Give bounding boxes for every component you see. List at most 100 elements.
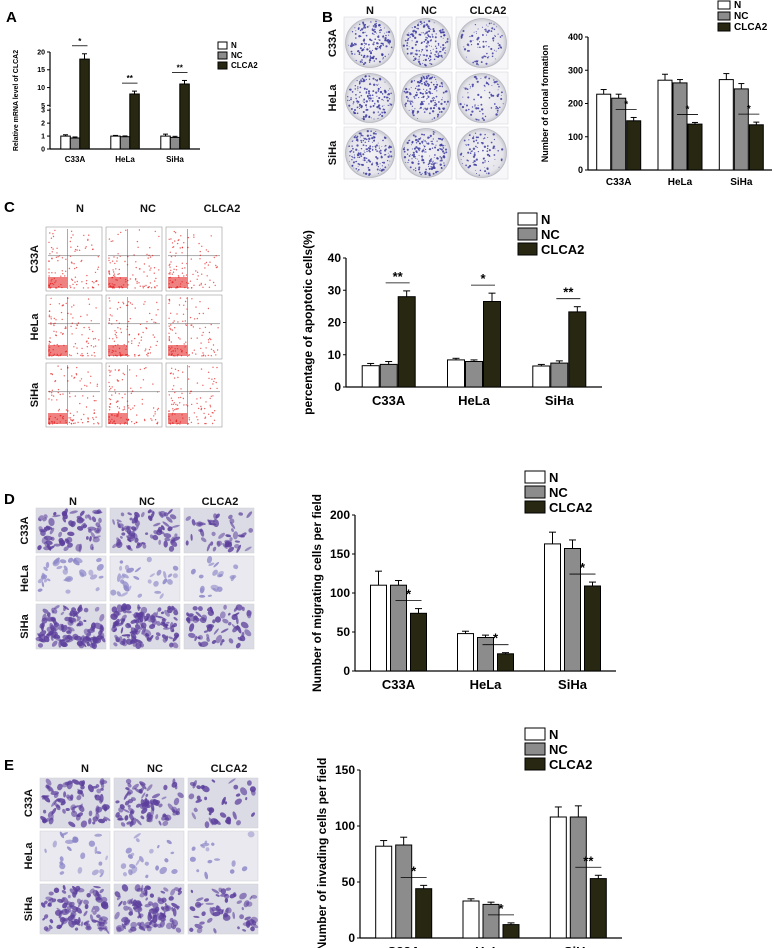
colony-dot <box>363 173 365 175</box>
colony-dot <box>485 34 488 36</box>
stained-cell <box>53 543 61 547</box>
stained-cell <box>212 619 216 624</box>
flow-event <box>136 280 138 283</box>
colony-dot <box>471 106 474 108</box>
colony-dot <box>365 42 367 45</box>
colony-dot <box>474 107 476 109</box>
flow-event <box>204 326 207 329</box>
colony-dot <box>431 97 434 99</box>
stained-cell <box>158 803 163 808</box>
colony-dot <box>470 150 473 153</box>
flow-event <box>156 285 158 287</box>
stained-cell <box>92 816 99 822</box>
culture-dish <box>457 128 507 178</box>
flow-event <box>80 260 82 263</box>
flow-event <box>115 331 118 334</box>
colony-dot <box>371 99 374 103</box>
category-label: C33A <box>65 155 86 164</box>
colony-dot <box>429 107 433 110</box>
colony-dot <box>418 88 421 91</box>
significance-marker: * <box>686 104 690 115</box>
flow-event <box>57 410 60 412</box>
colony-dot <box>412 114 415 117</box>
colony-dot <box>351 52 354 55</box>
stained-cell <box>117 521 121 529</box>
y-axis-label: Relative mRNA level of CLCA2 <box>13 50 20 151</box>
stained-cell <box>67 557 74 563</box>
flow-event <box>193 284 195 286</box>
stained-cell <box>96 851 102 855</box>
stained-cell <box>69 510 78 514</box>
column-header: CLCA2 <box>211 763 248 775</box>
flow-event <box>80 378 83 380</box>
colony-dot <box>432 131 435 133</box>
colony-dot <box>480 103 483 106</box>
stained-cell <box>134 638 143 644</box>
colony-dot <box>462 30 465 32</box>
colony-dot <box>413 55 415 58</box>
colony-dot <box>377 117 379 119</box>
colony-dot <box>358 82 361 84</box>
stained-cell <box>211 779 216 783</box>
colony-dot <box>491 52 494 55</box>
flow-event <box>49 341 52 343</box>
colony-dot <box>414 53 417 55</box>
stained-cell <box>92 637 102 644</box>
colony-dot <box>385 39 389 42</box>
flow-event <box>48 343 50 345</box>
flow-event <box>202 286 204 288</box>
flow-event <box>169 327 171 330</box>
flow-event <box>117 233 119 236</box>
stained-cell <box>149 893 155 898</box>
colony-dot <box>418 33 421 36</box>
flow-event <box>56 247 58 249</box>
flow-event <box>154 287 156 289</box>
stained-cell <box>163 570 167 579</box>
colony-dot <box>363 137 367 140</box>
colony-dot <box>484 170 487 173</box>
stained-cell <box>121 605 128 611</box>
flow-event <box>120 331 123 334</box>
colony-dot <box>429 62 431 65</box>
y-tick-label: 150 <box>335 763 355 777</box>
colony-dot <box>472 161 474 164</box>
stained-cell <box>121 634 131 637</box>
flow-event <box>139 368 141 371</box>
colony-dot <box>364 47 366 48</box>
flow-event <box>205 422 207 425</box>
flow-event <box>188 417 190 419</box>
colony-dot <box>475 139 478 142</box>
flow-event <box>149 312 151 315</box>
colony-dot <box>365 108 368 111</box>
flow-event <box>197 422 199 425</box>
stained-cell <box>144 921 151 929</box>
colony-dot <box>375 20 377 23</box>
stained-cell <box>236 900 243 904</box>
colony-dot <box>378 147 380 149</box>
flow-event <box>94 345 97 347</box>
colony-dot <box>376 164 378 166</box>
colony-dot <box>436 140 438 142</box>
colony-dot <box>436 170 438 172</box>
stained-cell <box>120 512 125 517</box>
colony-dot <box>422 139 424 141</box>
colony-dot <box>352 147 354 150</box>
colony-dot <box>360 141 363 144</box>
colony-dot <box>366 88 368 91</box>
stained-cell <box>116 895 121 901</box>
stained-cell <box>58 531 63 538</box>
stained-cell <box>67 542 73 548</box>
flow-event <box>108 385 111 388</box>
flow-event <box>72 234 74 236</box>
stained-cell <box>92 910 97 915</box>
colony-dot <box>358 156 361 158</box>
flow-event <box>114 330 116 332</box>
stained-cell <box>232 911 236 920</box>
stained-cell <box>195 799 203 803</box>
flow-event <box>215 381 217 384</box>
flow-event <box>202 352 204 354</box>
flow-event <box>168 300 171 302</box>
y-tick-label: 50 <box>342 875 356 889</box>
stained-cell <box>124 527 128 533</box>
flow-event <box>71 420 74 422</box>
